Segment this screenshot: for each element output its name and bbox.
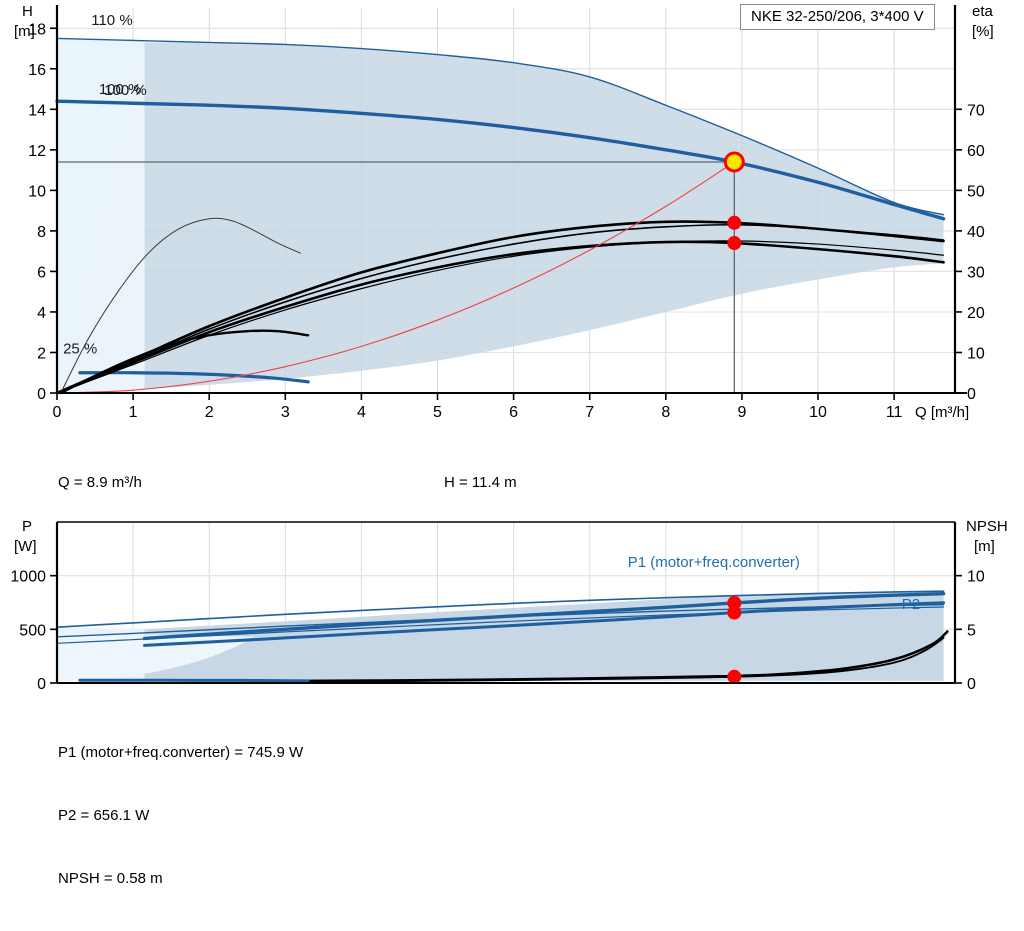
tick-label-flow: 9 bbox=[737, 404, 746, 420]
tick-label-eta: 0 bbox=[967, 386, 976, 403]
curve-h-110- bbox=[56, 37, 945, 216]
x-axis-title: Q [m³/h] bbox=[915, 404, 969, 420]
pump-title-box: NKE 32-250/206, 3*400 V bbox=[740, 4, 935, 30]
power-info-line-1: P2 = 656.1 W bbox=[58, 807, 150, 824]
tick-label-flow: 3 bbox=[281, 404, 290, 420]
tick-label-flow: 6 bbox=[509, 404, 518, 420]
duty-point-marker[interactable] bbox=[723, 151, 745, 173]
tick-label-flow: 8 bbox=[661, 404, 670, 420]
head-axis-label: H bbox=[22, 3, 33, 20]
tick-label-head: 0 bbox=[37, 386, 46, 403]
curve-annotation: 25 % bbox=[63, 340, 97, 357]
curve-npsh-alt bbox=[253, 637, 945, 683]
tick-label-npsh: 10 bbox=[967, 569, 985, 586]
power-npsh-chart: 0 500 1000 0 5 10 P1 (motor+freq.converter) P2 bbox=[10, 521, 985, 693]
envelope-inner-wedge bbox=[57, 632, 255, 681]
curve-p1-low bbox=[56, 606, 945, 644]
tick-label-flow: 4 bbox=[357, 404, 366, 420]
tick-label-eta: 60 bbox=[967, 143, 985, 160]
tick-label-head: 16 bbox=[28, 62, 46, 79]
curve-h-100-duty-curve- bbox=[55, 99, 946, 221]
power-info: P1 (motor+freq.converter) = 745.9 W P2 =… bbox=[58, 700, 303, 931]
curve-eta-pump-motor-freq-converter bbox=[55, 240, 945, 395]
tick-label-eta: 40 bbox=[967, 224, 985, 241]
p1-operating-marker bbox=[727, 595, 742, 610]
series-label: P1 (motor+freq.converter) bbox=[628, 554, 800, 571]
tick-label-flow: 7 bbox=[585, 404, 594, 420]
tick-label-flow: 0 bbox=[53, 404, 62, 420]
tick-label-head: 8 bbox=[37, 224, 46, 241]
power-info-line-0: P1 (motor+freq.converter) = 745.9 W bbox=[58, 744, 304, 761]
tick-label-power: 0 bbox=[37, 676, 46, 693]
npsh-axis-label: NPSH bbox=[966, 518, 1008, 535]
tick-label-head: 6 bbox=[37, 264, 46, 281]
pump-title: NKE 32-250/206, 3*400 V bbox=[751, 8, 924, 25]
series-label: P2 bbox=[902, 596, 920, 613]
npsh-axis-unit: [m] bbox=[974, 538, 995, 555]
curve-annotation: 110 % bbox=[91, 12, 132, 29]
tick-label-eta: 70 bbox=[967, 102, 985, 119]
tick-label-eta: 10 bbox=[967, 345, 985, 362]
eta-axis-label: eta bbox=[972, 3, 993, 20]
eta-axis-unit: [%] bbox=[972, 23, 994, 40]
tick-label-head: 2 bbox=[37, 345, 46, 362]
eta-operating-marker bbox=[727, 215, 742, 230]
duty-info-left-line-0: Q = 8.9 m³/h bbox=[58, 474, 142, 491]
tick-label-power: 1000 bbox=[10, 569, 46, 586]
eta-operating-marker bbox=[727, 236, 742, 251]
tick-label-head: 4 bbox=[37, 305, 46, 322]
tick-label-flow: 5 bbox=[433, 404, 442, 420]
curve-eta-25-short bbox=[59, 329, 310, 395]
tick-label-head: 14 bbox=[28, 102, 46, 119]
power-axis-label: P bbox=[22, 518, 33, 535]
curve-p1-duty bbox=[142, 592, 946, 641]
curve-annotation: 100 % bbox=[104, 82, 147, 99]
tick-label-head: 10 bbox=[28, 183, 46, 200]
npsh-operating-marker bbox=[727, 669, 742, 684]
p2-operating-marker bbox=[727, 605, 742, 620]
curve-p-25- bbox=[78, 678, 310, 683]
curve-eta-25-thin-arc- bbox=[60, 217, 302, 394]
tick-label-eta: 50 bbox=[967, 183, 985, 200]
tick-label-head: 12 bbox=[28, 143, 46, 160]
tick-label-power: 500 bbox=[19, 622, 46, 639]
power-info-line-2: NPSH = 0.58 m bbox=[58, 870, 163, 887]
envelope-left-wedge bbox=[57, 38, 145, 393]
curve-p2-duty bbox=[143, 601, 946, 647]
tick-label-npsh: 0 bbox=[967, 676, 976, 693]
tick-label-npsh: 5 bbox=[967, 622, 976, 639]
curve-annotation: 100 % bbox=[99, 81, 142, 98]
duty-info-right-line-0: H = 11.4 m bbox=[444, 474, 517, 491]
tick-label-eta: 20 bbox=[967, 305, 985, 322]
tick-label-flow: 10 bbox=[809, 404, 827, 420]
curve-h-25- bbox=[78, 371, 310, 384]
tick-label-flow: 1 bbox=[129, 404, 138, 420]
tick-label-flow: 2 bbox=[205, 404, 214, 420]
head-axis-unit: [m] bbox=[14, 23, 35, 40]
power-axis-unit: [W] bbox=[14, 538, 37, 555]
tick-label-eta: 30 bbox=[967, 264, 985, 281]
envelope-band bbox=[144, 42, 944, 389]
tick-label-flow: 11 bbox=[886, 404, 903, 420]
curve-p1-upper bbox=[56, 590, 945, 628]
curve-eta-alt-a bbox=[56, 223, 945, 394]
curve-system-curve bbox=[56, 161, 735, 394]
tick-label-head: 18 bbox=[28, 21, 46, 38]
pump-curve-page: 0 2 4 6 8 10 12 14 16 18 0 10 20 30 40 50 60 70 0 1 2 3 4 5 6 7 8 9… bbox=[10, 3, 1008, 887]
